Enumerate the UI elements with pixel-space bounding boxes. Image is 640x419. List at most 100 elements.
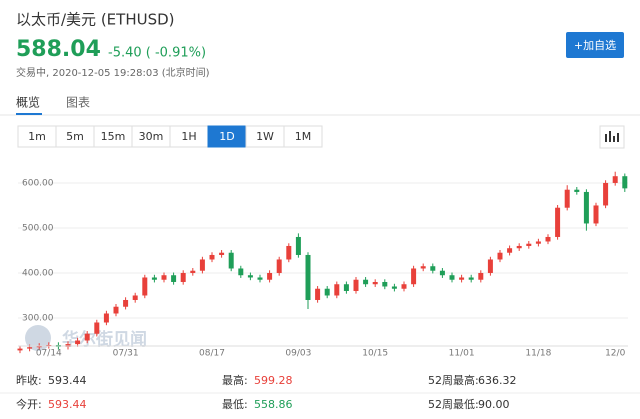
period-label[interactable]: 15m [101,130,126,143]
candle-body [363,279,369,285]
candle-body [535,241,541,244]
period-button[interactable] [283,125,323,148]
candle-body [267,272,273,280]
candle-body [420,266,426,269]
candle-body [439,270,445,276]
candle-body [324,288,330,296]
watermark: 华尔街见闻 [62,329,147,350]
stat-label: 今开: [16,397,42,411]
candle-body [382,281,388,287]
candle-body [142,277,148,296]
x-tick-label: 10/15 [362,349,388,359]
candle-body [94,322,100,334]
period-label[interactable]: 1H [181,130,196,143]
candle-body [276,259,282,273]
add-button-label[interactable]: +加自选 [574,39,616,52]
candle-body [103,313,109,323]
stat-value: 90.00 [478,398,510,411]
candle-body [555,207,561,237]
stat-value: 599.28 [254,374,293,387]
candle-body [391,286,397,289]
candle-body [545,236,551,242]
candle-body [497,252,503,260]
candle-body [343,284,349,291]
stat-label: 昨收: [16,373,42,387]
candle-body [228,252,234,269]
candle-body [315,288,321,300]
candle-body [180,272,186,282]
stat-value: 636.32 [478,374,517,387]
candle-body [219,252,225,255]
candle-body [612,176,618,183]
y-tick-label: 500.00 [22,223,54,233]
stat-label: 52周最低: [428,398,479,411]
candle-body [516,245,522,249]
candle-body [401,284,407,289]
candle-body [199,259,205,271]
candle-body [238,268,244,276]
candle-body [430,266,436,271]
period-label[interactable]: 30m [139,130,164,143]
candle-body [449,275,455,280]
period-label[interactable]: 1W [256,130,274,143]
change: -5.40 ( -0.91%) [108,46,206,61]
candle-body [84,333,90,341]
candle-body [113,306,119,314]
candle-body [161,275,167,280]
candle-body [574,189,580,192]
candle-body [75,340,81,345]
candle-body [593,205,599,224]
y-tick-label: 300.00 [22,313,54,323]
candle-body [171,275,177,282]
tab[interactable]: 图表 [66,96,90,110]
y-tick-label: 400.00 [22,268,54,278]
candle-body [459,277,465,280]
period-label[interactable]: 1m [28,130,46,143]
add-button[interactable] [566,32,624,58]
candle-body [257,277,263,280]
candle-body [411,268,417,285]
x-tick-label: 09/03 [285,349,311,359]
stat-value: 593.44 [48,398,87,411]
stat-label: 最低: [222,398,248,411]
x-tick-label: 08/17 [199,349,225,359]
status: 交易中, 2020-12-05 19:28:03 (北京时间) [16,66,210,79]
candle-body [583,191,589,224]
candle-body [622,176,628,189]
candle-body [190,270,196,273]
y-tick-label: 600.00 [22,178,54,188]
period-label[interactable]: 1D [219,130,234,143]
x-tick-label: 07/14 [36,349,62,359]
candle-body [526,243,532,246]
candle-body [353,279,359,291]
candle-body [65,344,71,347]
candle-body [123,299,129,307]
stat-label: 52周最高: [428,373,479,387]
candle-body [468,277,474,280]
tab[interactable]: 概览 [16,95,40,110]
stat-value: 593.44 [48,374,87,387]
candle-body [286,245,292,260]
candle-body [132,295,138,300]
candle-body [27,347,33,349]
candle-body [151,277,157,280]
candle-body [36,345,42,348]
candle-body [564,189,570,208]
x-tick-label: 12/0 [605,349,625,359]
chart-icon-glyph [605,131,619,142]
stat-value: 558.86 [254,398,293,411]
candle-body [478,272,484,280]
title: 以太币/美元 (ETHUSD) [16,11,175,29]
x-tick-label: 11/01 [449,349,475,359]
period-label[interactable]: 1M [295,130,312,143]
period-label[interactable]: 5m [66,130,84,143]
price: 588.04 [16,37,101,62]
candle-body [334,284,340,296]
candle-body [603,182,609,206]
candle-body [507,248,513,253]
candle-body [247,275,253,278]
chart-icon[interactable] [599,125,625,149]
candle-body [17,348,23,351]
candle-body [295,236,301,255]
